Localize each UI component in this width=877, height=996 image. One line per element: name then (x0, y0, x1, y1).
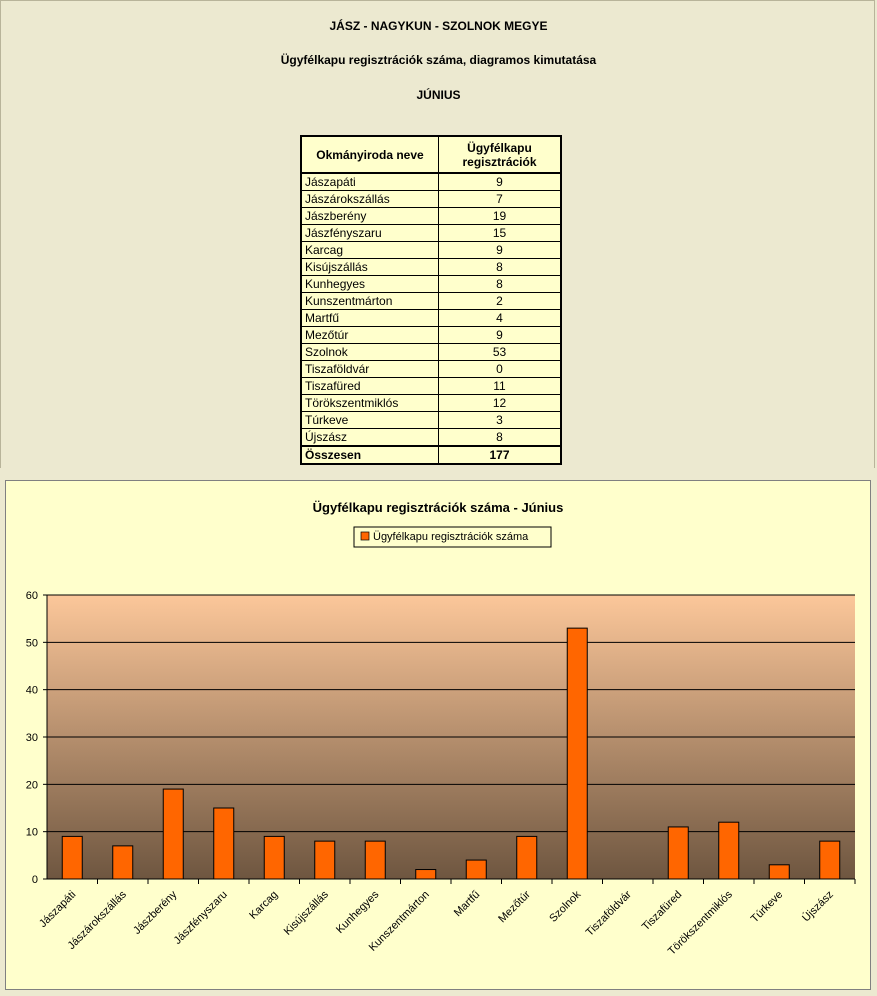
bar (314, 840, 336, 880)
office-name-cell: Kunhegyes (300, 275, 439, 293)
bar (718, 821, 740, 880)
month-title: JÚNIUS (416, 88, 461, 102)
col-header-office: Okmányiroda neve (300, 135, 439, 174)
office-name-cell: Tiszaföldvár (300, 360, 439, 378)
table-row: Szolnok 53 (300, 343, 562, 361)
x-tick-label: Túrkeve (749, 889, 786, 926)
y-tick-label: 40 (26, 685, 38, 697)
data-table: Okmányiroda neve Ügyfélkapu regisztráció… (300, 135, 562, 465)
office-name-cell: Mezőtúr (300, 326, 439, 344)
bar (263, 835, 285, 880)
table-row: Kisújszállás 8 (300, 258, 562, 276)
total-value: 177 (438, 445, 562, 465)
y-tick-label: 20 (26, 779, 38, 791)
table-row: Túrkeve 3 (300, 411, 562, 429)
x-tick-label: Jászapáti (37, 889, 78, 930)
office-name-cell: Jászfényszaru (300, 224, 439, 242)
total-row: Összesen 177 (300, 445, 562, 465)
col-header-line1: Ügyfélkapu (467, 140, 532, 155)
x-tick-label: Mezőtúr (496, 888, 533, 925)
bar (819, 840, 841, 880)
x-tick-label: Szolnok (547, 888, 584, 925)
report-subtitle: Ügyfélkapu regisztrációk száma, diagramo… (280, 53, 597, 67)
x-tick-label: Újszász (799, 888, 835, 924)
col-header-line2: regisztrációk (462, 154, 537, 169)
bar (566, 627, 588, 880)
bar (112, 845, 134, 880)
table-row: Jászfényszaru 15 (300, 224, 562, 242)
x-tick-label: Kunhegyes (334, 888, 382, 936)
office-name-cell: Martfű (300, 309, 439, 327)
y-tick-label: 30 (26, 732, 38, 744)
table-row: Kunhegyes 8 (300, 275, 562, 293)
bar (667, 826, 689, 880)
office-name-cell: Túrkeve (300, 411, 439, 429)
x-tick-label: Jászfényszaru (172, 889, 230, 947)
report-frame (0, 0, 875, 468)
office-name-cell: Törökszentmiklós (300, 394, 439, 412)
table-row: Tiszafüred 11 (300, 377, 562, 395)
legend-box (353, 526, 552, 548)
x-tick-label: Kisújszállás (282, 888, 331, 937)
bar (516, 835, 538, 880)
y-tick-label: 50 (26, 637, 38, 649)
col-header-registrations: Ügyfélkapu regisztrációk (438, 135, 562, 174)
registration-count-cell: 12 (438, 394, 562, 412)
bar (61, 835, 83, 880)
office-name-cell: Kisújszállás (300, 258, 439, 276)
x-tick-label: Jászberény (131, 888, 180, 937)
x-tick-label: Karcag (247, 889, 280, 922)
bar (465, 859, 487, 880)
bar (415, 869, 437, 880)
table-row: Törökszentmiklós 12 (300, 394, 562, 412)
bar (162, 788, 184, 880)
x-tick-label: Tiszafüred (640, 889, 685, 934)
total-label: Összesen (300, 445, 439, 465)
y-tick-label: 0 (32, 874, 38, 886)
bar (768, 864, 790, 880)
legend-label: Ügyfélkapu regisztrációk száma (373, 531, 529, 543)
y-tick-label: 60 (26, 590, 38, 602)
y-tick-label: 10 (26, 827, 38, 839)
county-title: JÁSZ - NAGYKUN - SZOLNOK MEGYE (329, 19, 548, 33)
table-row: Jászapáti 9 (300, 172, 562, 191)
chart-title: Ügyfélkapu regisztrációk száma - Június (313, 500, 564, 515)
bar (213, 807, 235, 880)
x-tick-label: Martfű (452, 889, 483, 920)
table-row: Tiszaföldvár 0 (300, 360, 562, 378)
x-tick-label: Tiszaföldvár (584, 888, 634, 938)
table-row: Jászárokszállás 7 (300, 190, 562, 208)
bar (364, 840, 386, 880)
legend-swatch (360, 531, 370, 541)
registration-count-cell: 3 (438, 411, 562, 429)
